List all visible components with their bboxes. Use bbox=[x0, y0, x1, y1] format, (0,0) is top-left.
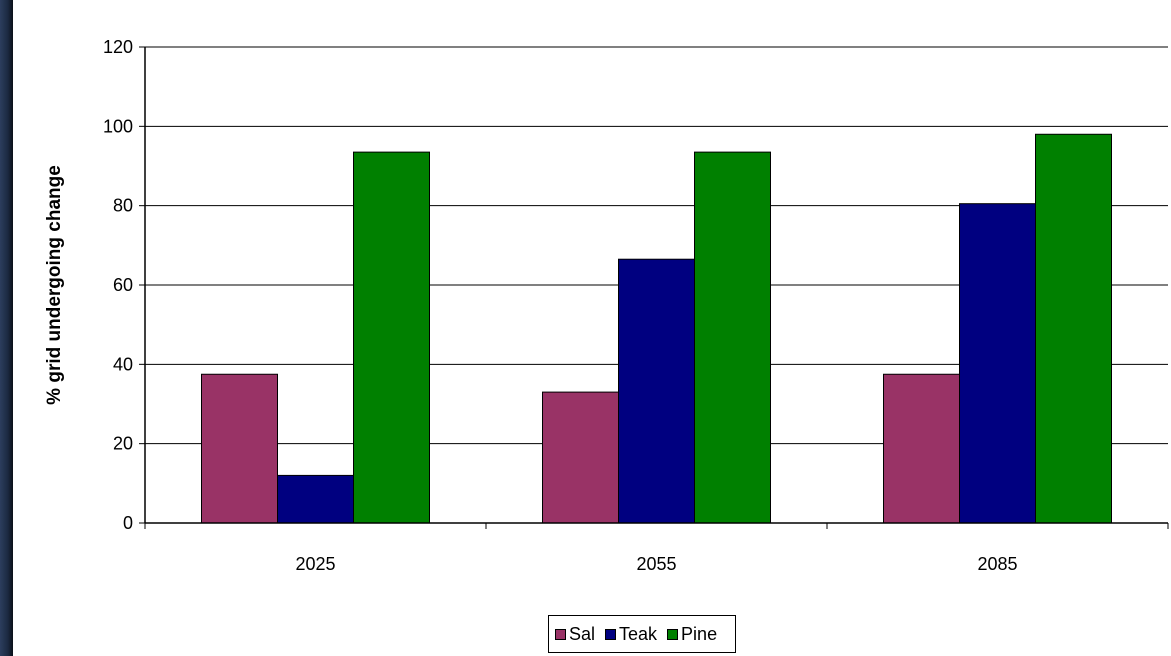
bar-pine-2025 bbox=[353, 151, 430, 524]
legend-swatch bbox=[667, 628, 679, 640]
legend-swatch bbox=[555, 628, 566, 640]
legend-item-pine: Pine bbox=[667, 624, 723, 645]
axes bbox=[139, 46, 1169, 529]
legend-label: Teak bbox=[619, 623, 658, 644]
x-tick-labels: 2025 2055 2085 bbox=[295, 554, 1017, 574]
bar-teak-2055 bbox=[618, 258, 695, 524]
y-tick-label: 80 bbox=[113, 196, 133, 216]
y-tick-label: 100 bbox=[103, 116, 133, 136]
legend-item-sal: Sal bbox=[555, 624, 601, 645]
y-axis-label: % grid undergoing change bbox=[44, 165, 65, 405]
y-tick-label: 20 bbox=[113, 434, 133, 454]
x-tick-label: 2085 bbox=[977, 554, 1017, 574]
bars bbox=[201, 133, 1112, 524]
bar-sal-2025 bbox=[201, 373, 278, 524]
legend-swatch bbox=[605, 628, 617, 640]
bar-pine-2085 bbox=[1035, 133, 1112, 524]
y-tick-label: 60 bbox=[113, 275, 133, 295]
x-tick-label: 2025 bbox=[295, 554, 335, 574]
bar-teak-2085 bbox=[959, 203, 1036, 524]
legend-item-teak: Teak bbox=[605, 624, 663, 645]
y-tick-label: 120 bbox=[103, 37, 133, 57]
legend-label: Pine bbox=[681, 623, 718, 644]
bar-sal-2055 bbox=[542, 391, 619, 524]
y-tick-labels: 0 20 40 60 80 100 120 bbox=[103, 37, 133, 533]
bar-teak-2025 bbox=[277, 474, 354, 524]
bar-sal-2085 bbox=[883, 373, 960, 524]
legend: Sal Teak Pine bbox=[548, 615, 737, 653]
y-tick-label: 40 bbox=[113, 354, 133, 374]
legend-label: Sal bbox=[569, 623, 596, 644]
x-tick-label: 2055 bbox=[636, 554, 676, 574]
y-tick-label: 0 bbox=[123, 513, 133, 533]
bar-pine-2055 bbox=[694, 151, 771, 524]
